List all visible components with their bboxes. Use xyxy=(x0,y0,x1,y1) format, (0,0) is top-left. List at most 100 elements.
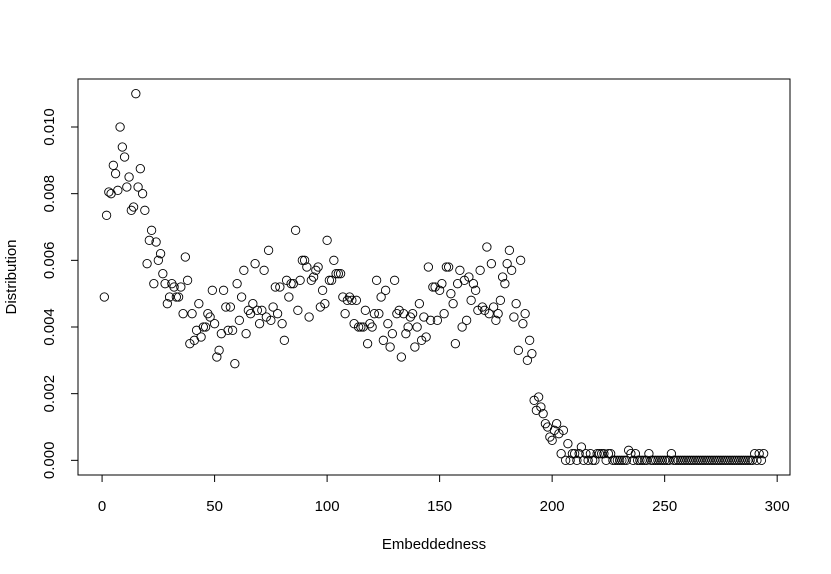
point xyxy=(221,302,231,312)
y-tick-label: 0.006 xyxy=(41,242,58,280)
point xyxy=(603,449,614,459)
point xyxy=(268,302,278,312)
point xyxy=(714,455,724,465)
point xyxy=(401,329,411,339)
point xyxy=(502,259,512,269)
point xyxy=(723,455,733,465)
point xyxy=(707,455,717,465)
point xyxy=(457,322,467,332)
point xyxy=(461,315,472,325)
point xyxy=(644,449,654,459)
point xyxy=(167,279,177,289)
point xyxy=(293,305,303,315)
point xyxy=(520,309,530,319)
point xyxy=(243,305,253,315)
point xyxy=(205,312,215,322)
point xyxy=(290,225,301,235)
point xyxy=(488,302,499,312)
point xyxy=(405,312,416,322)
point xyxy=(747,455,758,465)
point xyxy=(241,329,251,339)
point xyxy=(225,302,235,312)
point xyxy=(99,292,109,302)
point xyxy=(711,455,722,465)
point xyxy=(308,272,319,282)
point xyxy=(671,455,681,465)
point xyxy=(664,455,674,465)
point xyxy=(540,419,551,429)
point xyxy=(160,279,170,289)
point xyxy=(511,299,521,309)
plot-frame xyxy=(77,78,791,476)
point xyxy=(117,142,127,152)
point xyxy=(108,160,118,170)
point xyxy=(376,292,386,302)
point xyxy=(720,455,731,465)
point xyxy=(266,315,276,325)
y-tick-label: 0.008 xyxy=(41,175,58,213)
point xyxy=(304,312,314,322)
point xyxy=(326,275,337,285)
point xyxy=(299,255,310,265)
point xyxy=(592,449,602,459)
point xyxy=(565,455,575,465)
point xyxy=(257,305,267,315)
point xyxy=(709,455,719,465)
point xyxy=(347,295,357,305)
x-tick-label: 150 xyxy=(427,498,452,515)
point xyxy=(115,122,125,132)
point xyxy=(286,279,296,289)
point xyxy=(678,455,688,465)
x-tick-label: 100 xyxy=(315,498,340,515)
point xyxy=(475,265,485,275)
point xyxy=(684,455,695,465)
point xyxy=(173,292,184,302)
point xyxy=(583,455,593,465)
point xyxy=(295,275,305,285)
point xyxy=(477,302,488,312)
point xyxy=(662,455,672,465)
point xyxy=(666,449,677,459)
point xyxy=(729,455,740,465)
point xyxy=(682,455,692,465)
point xyxy=(178,309,188,319)
point xyxy=(250,259,260,269)
point xyxy=(421,332,431,342)
point xyxy=(101,210,112,220)
point xyxy=(741,455,751,465)
point xyxy=(558,425,569,435)
point xyxy=(524,335,535,345)
point xyxy=(360,305,371,315)
point xyxy=(515,255,526,265)
point xyxy=(491,315,501,325)
point xyxy=(133,182,143,192)
point xyxy=(578,455,589,465)
point xyxy=(142,259,152,269)
point xyxy=(122,182,132,192)
y-tick-label: 0.004 xyxy=(41,308,58,346)
point xyxy=(214,345,224,355)
point xyxy=(448,299,458,309)
point xyxy=(585,449,596,459)
point xyxy=(135,164,145,174)
point xyxy=(655,455,665,465)
point xyxy=(698,455,708,465)
point xyxy=(270,282,281,292)
point xyxy=(209,319,220,329)
point xyxy=(626,449,636,459)
point xyxy=(691,455,701,465)
point xyxy=(639,455,650,465)
point xyxy=(410,342,420,352)
point xyxy=(203,309,213,319)
point xyxy=(369,309,380,319)
point xyxy=(158,269,168,279)
point xyxy=(497,272,508,282)
point xyxy=(486,259,497,269)
point xyxy=(513,345,524,355)
point xyxy=(569,449,580,459)
point xyxy=(140,205,150,215)
point xyxy=(615,455,625,465)
point xyxy=(504,245,515,255)
point xyxy=(389,275,400,285)
